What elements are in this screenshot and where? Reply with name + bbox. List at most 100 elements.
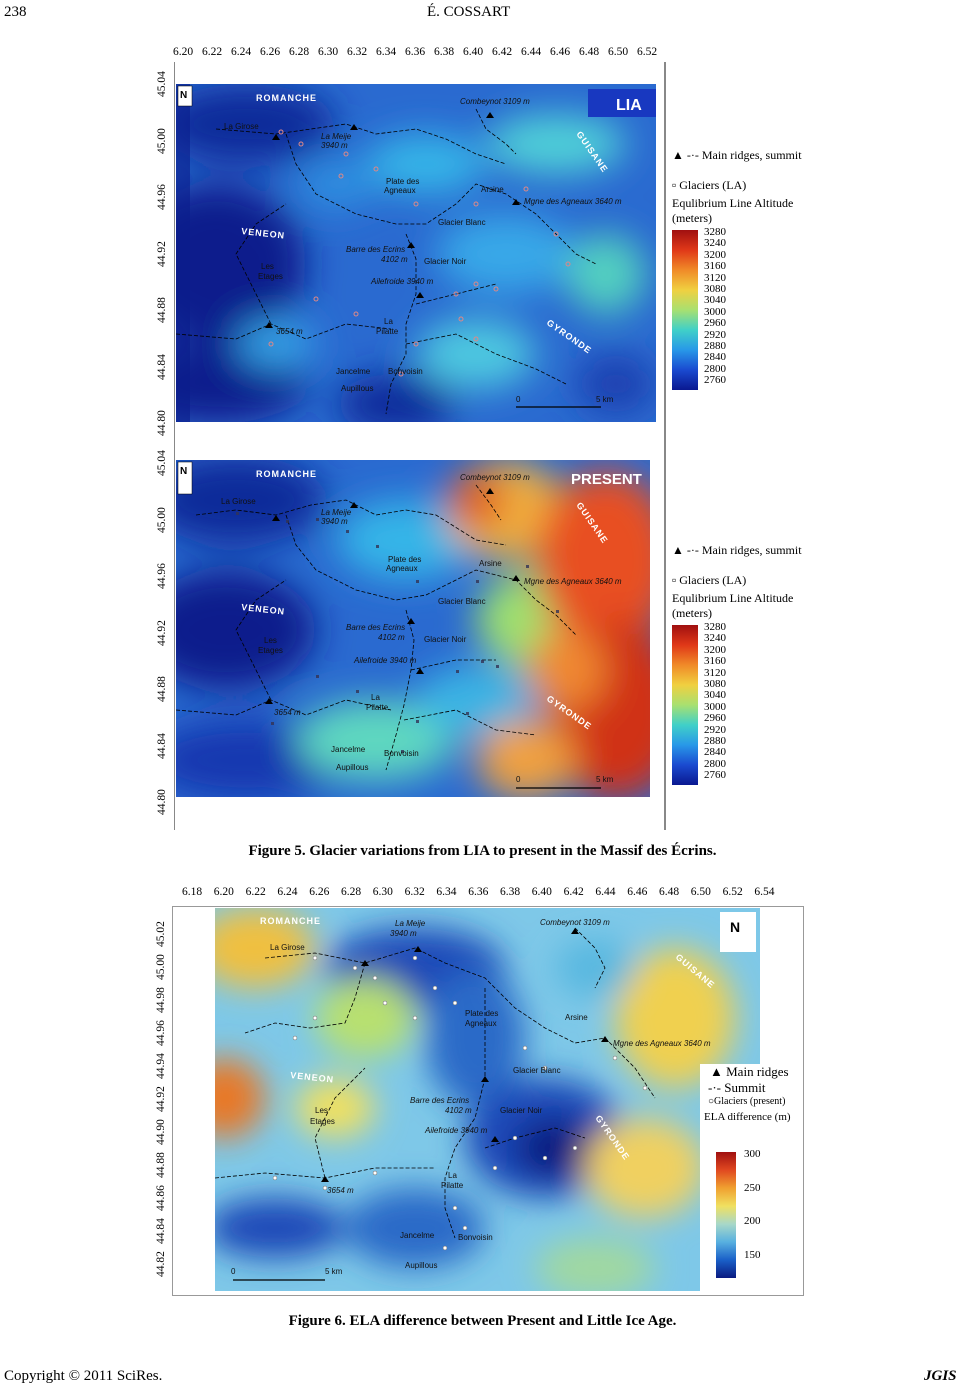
present-cb-tick-1: 3240	[704, 632, 726, 645]
f6-label-glacier-blanc: Glacier Blanc	[513, 1066, 561, 1075]
label-aupillous: Aupillous	[341, 384, 373, 393]
label-jancelme: Jancelme	[336, 367, 371, 376]
label-veneon-2: VENEON	[241, 602, 286, 617]
f6-label-glacier-noir: Glacier Noir	[500, 1106, 543, 1115]
figure-5: 6.20 6.22 6.24 6.26 6.28 6.30 6.32 6.34 6.36 6.38…	[156, 46, 802, 859]
label-3654: 3654 m	[276, 327, 303, 336]
f6-legend-ridges: Main ridges	[726, 1064, 789, 1079]
f5-xtick-1: 6.22	[202, 46, 223, 58]
f6-ytick-5: 44.92	[155, 1086, 167, 1112]
north-arrow-icon: N	[180, 90, 187, 101]
f6-legend-summit-row: -·- Summit	[700, 1080, 802, 1096]
legend-ela-unit: (meters)	[672, 211, 712, 225]
f5-lia-ytick-0: 45.04	[156, 71, 168, 97]
f5-present-ytick-1: 45.00	[156, 506, 168, 533]
f5-xtick-14: 6.48	[579, 46, 600, 58]
label-la-meije-2: La Meije	[321, 508, 352, 517]
f6-label-barre: Barre des Ecrins	[410, 1096, 469, 1105]
label-combeynot: Combeynot 3109 m	[460, 97, 530, 106]
f5-xtick-3: 6.26	[260, 46, 281, 58]
f6-label-aupillous: Aupillous	[405, 1261, 437, 1270]
lia-cb-tick-4: 3120	[704, 271, 726, 284]
f6-legend-ridges-row: ▲ Main ridges	[700, 1064, 802, 1080]
label-la-2: La	[371, 693, 380, 702]
label-la-meije: La Meije	[321, 132, 352, 141]
f6-xtick-15: 6.48	[659, 886, 680, 898]
f6-ytick-7: 44.88	[155, 1152, 167, 1178]
f6-label-agneaux: Agneaux	[465, 1019, 497, 1028]
legend-glaciers-2: Glaciers (LA)	[679, 573, 747, 587]
f6-cb-tick-1: 250	[744, 1181, 761, 1194]
f5-xtick-10: 6.40	[463, 46, 484, 58]
f6-label-la-girose: La Girose	[270, 943, 305, 952]
f5-xtick-16: 6.52	[637, 46, 658, 58]
label-barre-alt: 4102 m	[381, 255, 408, 264]
f5-xtick-13: 6.46	[550, 46, 571, 58]
glacier-square-icon: ▫	[672, 178, 677, 192]
label-la: La	[384, 317, 393, 326]
label-guisane: GUISANE	[574, 129, 610, 174]
lia-cb-tick-9: 2920	[704, 328, 726, 341]
f6-legend-title: ELA difference (m)	[704, 1111, 791, 1123]
lia-cb-tick-3: 3160	[704, 260, 726, 273]
label-glacier-noir-2: Glacier Noir	[424, 635, 467, 644]
f5-present-ytick-3: 44.92	[156, 619, 168, 646]
f6-xtick-7: 6.32	[404, 886, 425, 898]
f5-xtick-15: 6.50	[608, 46, 629, 58]
f6-colorbar	[716, 1152, 736, 1278]
f6-label-la: La	[448, 1171, 457, 1180]
f6-scale-zero: 0	[231, 1267, 236, 1276]
present-cb-tick-3: 3160	[704, 655, 726, 668]
lia-colorbar	[672, 230, 698, 390]
footer-journal: JGIS	[924, 1368, 957, 1384]
f5-xtick-8: 6.36	[405, 46, 426, 58]
lia-cb-tick-1: 3240	[704, 237, 726, 250]
f5-xtick-12: 6.44	[521, 46, 542, 58]
lia-map-graphic	[176, 84, 656, 422]
present-cb-tick-0: 3280	[704, 621, 726, 633]
lia-cb-tick-12: 2800	[704, 362, 726, 375]
f5-present-ytick-5: 44.84	[156, 732, 168, 759]
f5-xtick-6: 6.32	[347, 46, 368, 58]
f5-xtick-4: 6.28	[289, 46, 310, 58]
legend-ela-title: Equlibrium Line Altitude	[672, 196, 794, 210]
f5-present-ytick-2: 44.96	[156, 563, 168, 589]
page-number: 238	[4, 4, 27, 20]
label-glacier-noir: Glacier Noir	[424, 257, 467, 266]
f6-ytick-8: 44.86	[155, 1185, 167, 1211]
lia-map: ROMANCHE VENEON GUISANE GYRONDE Combeyno…	[176, 84, 656, 422]
label-la-meije-alt-2: 3940 m	[321, 517, 348, 526]
north-arrow-icon-2: N	[180, 466, 187, 477]
f6-ytick-2: 44.98	[155, 987, 167, 1013]
label-bonvoisin: Bonvoisin	[388, 367, 423, 376]
present-cb-tick-2: 3200	[704, 643, 726, 656]
panel-tag-lia: LIA	[616, 97, 642, 114]
present-cb-tick-10: 2880	[704, 735, 726, 747]
label-gyronde-2: GYRONDE	[545, 693, 594, 731]
lia-cb-tick-6: 3040	[704, 294, 726, 307]
lia-cb-tick-2: 3200	[704, 248, 726, 261]
label-pilatte-2: Pilatte	[366, 703, 389, 712]
f6-scale-5km: 5 km	[325, 1267, 343, 1276]
f5-xtick-0: 6.20	[173, 46, 194, 58]
label-la-girose: La Girose	[224, 122, 259, 131]
f6-xtick-2: 6.22	[245, 886, 266, 898]
f6-label-guisane: GUISANE	[674, 952, 717, 991]
present-cb-tick-11: 2840	[704, 746, 726, 759]
f6-label-barre-alt: 4102 m	[445, 1106, 472, 1115]
label-jancelme-2: Jancelme	[331, 745, 366, 754]
label-veneon: VENEON	[241, 226, 286, 241]
label-romanche-2: ROMANCHE	[256, 469, 317, 479]
f6-ytick-4: 44.94	[155, 1053, 167, 1079]
f6-xtick-0: 6.18	[182, 886, 203, 898]
f6-xtick-3: 6.24	[277, 886, 298, 898]
figure5-frame-right	[664, 62, 666, 830]
label-etages: Etages	[258, 272, 283, 281]
lia-cb-tick-11: 2840	[704, 351, 726, 364]
label-mgne: Mgne des Agneaux 3640 m	[524, 197, 622, 206]
f6-label-la-meije-alt: 3940 m	[390, 929, 417, 938]
label-glacier-blanc-2: Glacier Blanc	[438, 597, 486, 606]
label-la-meije-alt: 3940 m	[321, 141, 348, 150]
f6-xtick-17: 6.52	[722, 886, 743, 898]
f6-label-la-meije: La Meije	[395, 919, 426, 928]
